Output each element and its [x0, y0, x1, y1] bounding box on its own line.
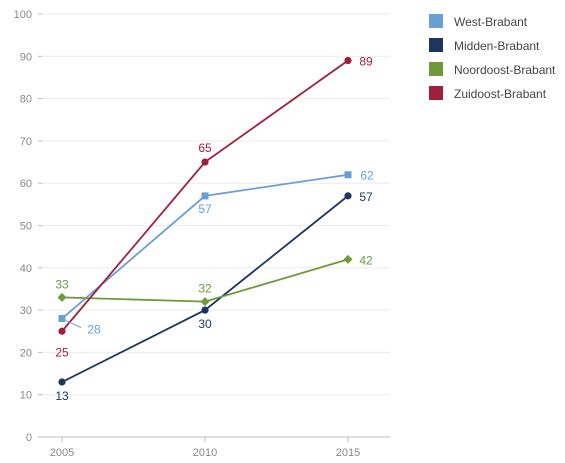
data-label: 30 [198, 317, 212, 331]
data-label: 33 [55, 277, 69, 291]
y-axis: 0 10 20 30 40 50 60 70 80 90 100 [14, 9, 42, 444]
data-point [344, 56, 352, 65]
legend-item: West-Brabant [429, 14, 528, 29]
data-label: 13 [55, 389, 69, 403]
y-tick-label: 40 [20, 263, 32, 275]
data-point [57, 292, 67, 302]
series-noordoost-brabant [57, 254, 353, 307]
y-tick-label: 20 [20, 347, 32, 359]
legend-label: Zuidoost-Brabant [454, 87, 547, 101]
data-point [200, 297, 210, 307]
data-label: 28 [87, 323, 101, 337]
x-tick-label: 2010 [193, 447, 217, 459]
y-tick-label: 90 [20, 51, 32, 63]
y-tick-label: 10 [20, 390, 32, 402]
x-tick-label: 2005 [50, 447, 74, 459]
data-point [344, 192, 352, 200]
data-point [58, 315, 66, 323]
legend-label: Noordoost-Brabant [454, 63, 556, 77]
data-labels: 28 57 62 13 30 57 33 32 42 25 65 89 [55, 55, 374, 403]
y-tick-label: 0 [26, 432, 32, 444]
legend-swatch [429, 62, 443, 76]
data-label: 57 [359, 190, 373, 204]
y-tick-label: 70 [20, 136, 32, 148]
data-label: 42 [359, 253, 373, 267]
data-label: 65 [198, 141, 212, 155]
series-zuidoost-brabant [58, 56, 352, 335]
gridlines [42, 13, 390, 396]
y-tick-label: 100 [14, 9, 32, 21]
x-tick-label: 2015 [336, 447, 360, 459]
series-midden-brabant [58, 192, 352, 386]
data-label: 62 [360, 169, 374, 183]
series-west-brabant [58, 171, 352, 323]
data-point [201, 306, 209, 314]
y-tick-label: 50 [20, 221, 32, 233]
legend: West-Brabant Midden-Brabant Noordoost-Brab… [429, 14, 556, 101]
data-label: 57 [198, 202, 212, 216]
data-point [58, 327, 66, 335]
legend-item: Zuidoost-Brabant [429, 86, 547, 101]
legend-item: Noordoost-Brabant [429, 62, 556, 77]
legend-swatch [429, 86, 443, 100]
legend-swatch [429, 14, 443, 28]
data-point [201, 158, 209, 166]
x-axis: 2005 2010 2015 [42, 436, 390, 459]
legend-item: Midden-Brabant [429, 38, 540, 53]
y-tick-label: 80 [20, 94, 32, 106]
y-tick-label: 60 [20, 178, 32, 190]
label-leader-line [65, 320, 82, 329]
data-point [343, 254, 353, 264]
data-label: 89 [359, 55, 373, 69]
legend-label: Midden-Brabant [454, 39, 540, 53]
legend-swatch [429, 38, 443, 52]
y-tick-label: 30 [20, 305, 32, 317]
data-label: 25 [55, 345, 69, 359]
data-label: 32 [198, 282, 212, 296]
data-point [201, 192, 209, 200]
legend-label: West-Brabant [454, 15, 528, 29]
data-point [58, 378, 66, 386]
series-layer [57, 56, 353, 386]
data-point [344, 171, 352, 179]
